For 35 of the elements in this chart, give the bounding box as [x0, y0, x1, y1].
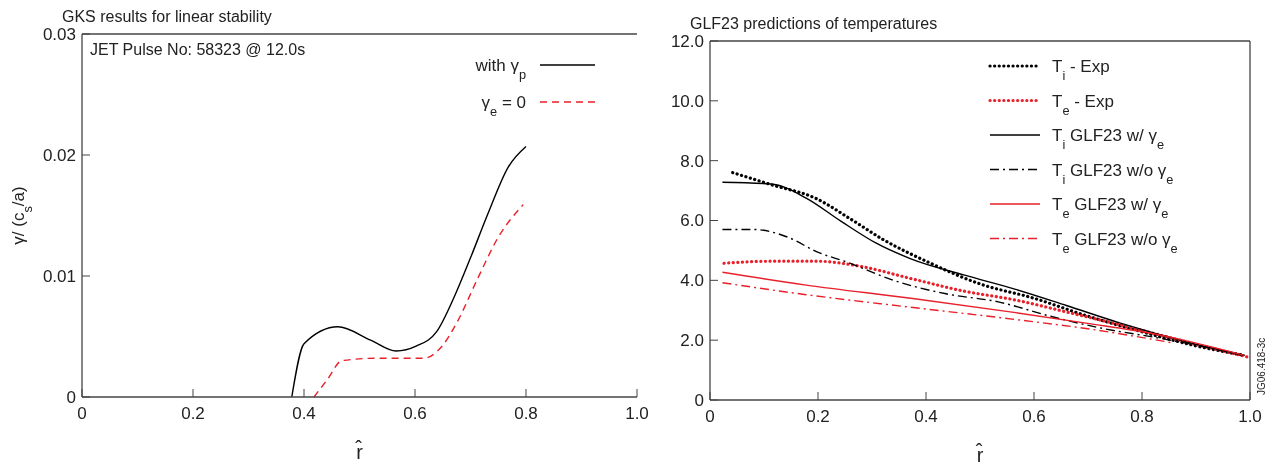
legend-label: T$_{i}$ GLF23 w/ γ$_{e}$ — [1052, 126, 1164, 152]
y-tick-label: 10.0 — [670, 91, 704, 111]
x-tick-label: 0.4 — [914, 407, 938, 426]
y-tick-label: 4.0 — [680, 271, 704, 291]
x-tick-label: 0.6 — [403, 404, 427, 423]
y-tick-label: 2.0 — [680, 331, 704, 351]
x-tick-label: 0.2 — [806, 407, 830, 426]
legend-label: T$_{i}$ - Exp — [1052, 57, 1110, 83]
legend-label: γ$_{e}$ = 0 — [481, 93, 526, 119]
x-tick-label: 0.2 — [181, 404, 205, 423]
chart-title: GLF23 predictions of temperatures — [690, 15, 938, 32]
x-tick-label: 1.0 — [1238, 407, 1262, 426]
x-tick-label: 0.6 — [1022, 407, 1046, 426]
y-tick-label: 12.0 — [670, 31, 704, 51]
chart-title: GKS results for linear stability — [62, 8, 272, 25]
x-tick-label: 1.0 — [625, 404, 649, 423]
y-tick-label: 0.02 — [42, 145, 76, 165]
x-tick-label: 0.4 — [292, 404, 316, 423]
y-tick-label: 8.0 — [680, 151, 704, 171]
legend-label: T$_{e}$ - Exp — [1052, 91, 1114, 117]
legend-label: T$_{e}$ GLF23 w/ γ$_{e}$ — [1052, 195, 1169, 221]
x-tick-label: 0.8 — [1130, 407, 1154, 426]
legend-label: with γ$_{p}$ — [474, 56, 526, 82]
y-tick-label: 0.01 — [42, 266, 76, 286]
text: JG06.418-3c — [1256, 337, 1267, 395]
y-tick-label: 0 — [694, 390, 704, 410]
y-tick-label: 6.0 — [680, 211, 704, 231]
legend-label: T$_{e}$ GLF23 w/o γ$_{e}$ — [1052, 229, 1178, 255]
x-axis-title: r̂ — [354, 440, 364, 463]
x-tick-label: 0.8 — [514, 404, 538, 423]
y-tick-label: 0 — [66, 387, 76, 407]
annotation: JET Pulse No: 58323 @ 12.0s — [90, 41, 306, 58]
legend-label: T$_{i}$ GLF23 w/o γ$_{e}$ — [1052, 160, 1174, 186]
x-axis-title: r̂ — [975, 443, 984, 466]
y-tick-label: 0.03 — [42, 24, 76, 44]
